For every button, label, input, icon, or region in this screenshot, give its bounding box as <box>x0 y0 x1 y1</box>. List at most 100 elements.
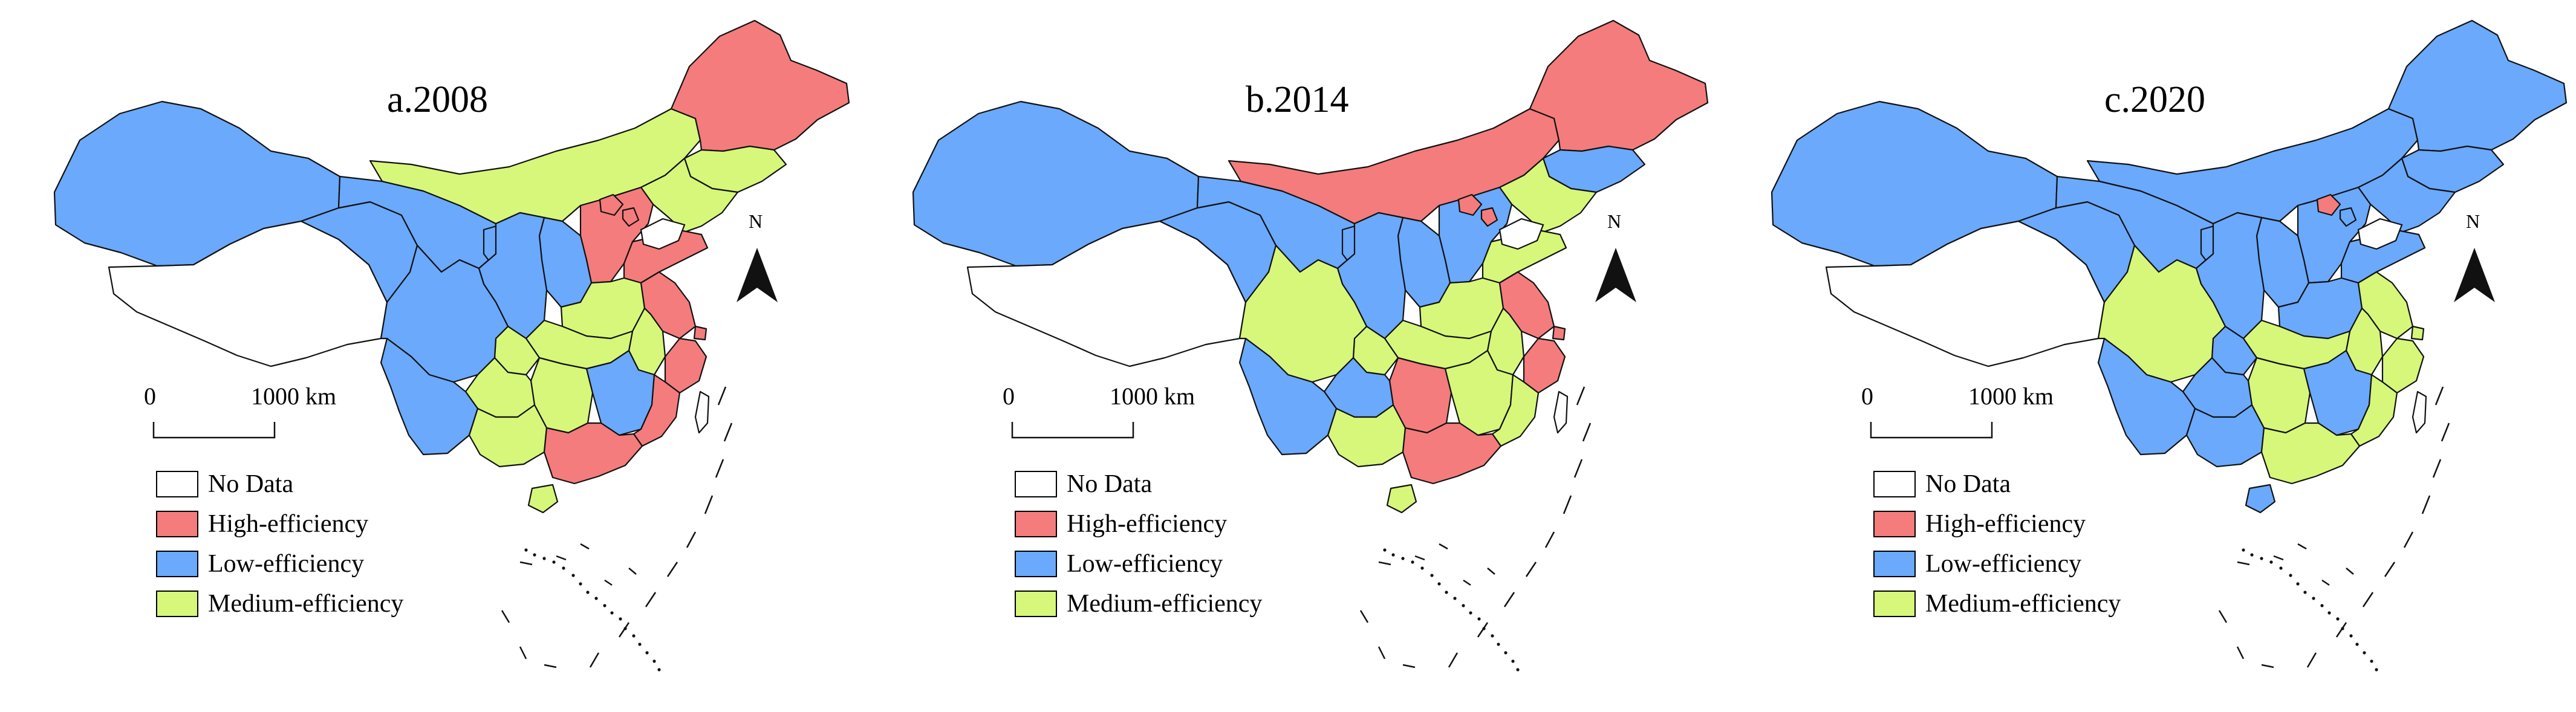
scale-start-label-b: 0 <box>1003 383 1015 410</box>
province-shanghai <box>1552 325 1566 341</box>
panel-title-b: b.2014 <box>1246 79 1349 120</box>
scale-end-label-a: 1000 km <box>251 383 337 410</box>
province-zhejiang <box>1523 337 1566 394</box>
legend-label-no-data: No Data <box>1067 470 1153 498</box>
island-dot <box>2279 566 2283 570</box>
island-dot <box>2363 651 2366 655</box>
legend-swatch-low <box>156 551 198 577</box>
south-sea-boundary-segment <box>2421 495 2431 514</box>
south-sea-boundary-segment <box>1525 562 1537 577</box>
province-taiwan <box>1553 390 1569 434</box>
province-guangdong <box>2260 422 2361 485</box>
south-sea-boundary-segment <box>2236 646 2245 659</box>
island-dot <box>2289 574 2292 577</box>
bohai-sea <box>1498 218 1544 250</box>
south-sea-boundary-segment <box>604 579 613 586</box>
legend-label-low: Low-efficiency <box>1067 550 1223 578</box>
scale-start-label-c: 0 <box>1861 383 1873 410</box>
south-sea-boundary-segment <box>1463 579 1471 586</box>
legend-item-low: Low-efficiency <box>156 544 403 584</box>
island-dot <box>2242 548 2245 552</box>
province-yunnan <box>2097 337 2196 456</box>
scale-end-label-c: 1000 km <box>1968 383 2054 410</box>
south-sea-boundary-segment <box>2297 543 2307 550</box>
island-dot <box>2269 560 2273 564</box>
legend-c: No Data High-efficiency Low-efficiency M… <box>1873 464 2121 624</box>
legend-item-no-data: No Data <box>1015 464 1262 504</box>
island-dot <box>1437 582 1441 586</box>
legend-label-low: Low-efficiency <box>208 550 365 578</box>
island-dot <box>1491 634 1494 638</box>
province-shanghai <box>2410 325 2425 341</box>
island-dot <box>562 566 565 570</box>
legend-swatch-medium <box>1015 591 1057 617</box>
south-sea-boundary-segment <box>2346 568 2354 575</box>
island-dot <box>1391 553 1395 557</box>
province-fujian <box>633 374 681 447</box>
province-fujian <box>2350 374 2398 447</box>
province-sichuan <box>2097 244 2226 383</box>
island-dot <box>632 634 636 638</box>
legend-item-no-data: No Data <box>1873 464 2121 504</box>
province-guangdong <box>1402 422 1502 485</box>
south-sea-boundary-segment <box>544 664 557 668</box>
province-heilongjiang <box>670 19 850 152</box>
island-dot <box>1462 604 1465 607</box>
south-sea-boundary-segment <box>2403 531 2414 548</box>
island-dot <box>533 553 536 557</box>
legend-label-low: Low-efficiency <box>1925 550 2082 578</box>
south-sea-boundary-segment <box>686 531 697 548</box>
scale-bar <box>152 422 276 439</box>
province-guangdong <box>543 422 643 485</box>
scale-end-label-b: 1000 km <box>1110 383 1195 410</box>
island-dot <box>2296 582 2300 586</box>
legend-swatch-low <box>1873 551 1916 577</box>
island-dot <box>524 548 528 552</box>
south-sea-boundary-segment <box>618 622 630 638</box>
island-dot <box>1511 659 1515 663</box>
legend-item-high: High-efficiency <box>1015 504 1262 544</box>
south-sea-boundary-segment <box>666 562 678 577</box>
island-dot <box>1482 627 1486 630</box>
south-sea-boundary-segment <box>1448 652 1459 668</box>
legend-label-high: High-efficiency <box>1925 510 2086 538</box>
province-sichuan <box>380 244 509 383</box>
province-shanghai <box>693 325 707 341</box>
island-dot <box>1383 548 1387 552</box>
island-dot <box>1516 668 1520 672</box>
south-sea-boundary-segment <box>1487 568 1495 575</box>
south-sea-boundary-segment <box>2321 579 2330 586</box>
north-arrow-icon <box>2454 248 2495 302</box>
legend-item-medium: Medium-efficiency <box>1015 584 1262 624</box>
legend-swatch-medium <box>1873 591 1916 617</box>
south-sea-boundary-segment <box>1563 495 1572 514</box>
south-sea-boundary-segment <box>1544 531 1555 548</box>
legend-label-medium: Medium-efficiency <box>1067 590 1263 618</box>
south-sea-boundary-segment <box>1477 622 1489 638</box>
island-dot <box>579 582 582 586</box>
north-label-c: N <box>2466 210 2480 232</box>
legend-item-low: Low-efficiency <box>1873 544 2121 584</box>
island-dot <box>571 574 575 577</box>
island-dot <box>2375 668 2378 672</box>
north-arrow-icon <box>1595 248 1636 302</box>
south-sea-boundary-segment <box>645 592 657 607</box>
province-hainan <box>1386 484 1417 514</box>
island-dot <box>2312 597 2315 600</box>
legend-label-no-data: No Data <box>208 470 294 498</box>
south-sea-boundary-segment <box>717 386 727 406</box>
province-zhejiang <box>2381 337 2425 394</box>
province-heilongjiang <box>2387 19 2568 152</box>
island-dot <box>586 591 590 594</box>
island-dot <box>645 651 649 655</box>
province-taiwan <box>694 390 710 434</box>
legend-item-low: Low-efficiency <box>1015 544 1262 584</box>
legend-label-medium: Medium-efficiency <box>208 590 404 618</box>
island-dot <box>1477 617 1481 621</box>
province-hainan <box>527 484 559 514</box>
province-heilongjiang <box>1529 19 1709 152</box>
island-dot <box>623 627 627 630</box>
island-dot <box>2349 634 2353 638</box>
island-dot <box>610 611 614 615</box>
